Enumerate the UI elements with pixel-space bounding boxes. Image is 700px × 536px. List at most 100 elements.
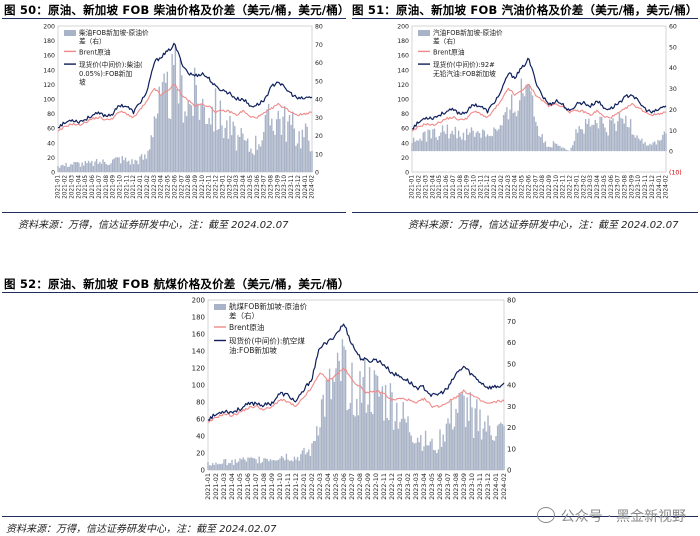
spread-bar — [495, 436, 497, 470]
spread-bar — [607, 135, 609, 152]
y-right-tick-label: 60 — [669, 24, 677, 31]
spread-bar — [415, 442, 417, 470]
spread-bar — [551, 147, 553, 152]
spread-bar — [229, 116, 231, 172]
spread-bar — [491, 136, 494, 152]
spread-bar — [503, 425, 505, 470]
spread-bar — [633, 134, 635, 152]
spread-bar — [440, 446, 443, 470]
spread-bar — [287, 121, 289, 172]
y-right-tick-label: 50 — [507, 360, 516, 368]
spread-bar — [341, 339, 344, 470]
spread-bar — [438, 135, 441, 152]
spread-bar — [530, 91, 532, 152]
legend-label: 坡 — [79, 78, 86, 87]
spread-bar — [244, 459, 246, 470]
spread-bar — [594, 119, 596, 152]
spread-bar — [293, 128, 296, 172]
x-tick-label: 2023-11 — [476, 473, 484, 500]
spread-bar — [362, 376, 364, 470]
spread-bar — [212, 463, 214, 470]
spread-bar — [498, 423, 500, 470]
x-tick-label: 2021-09 — [465, 175, 471, 199]
x-tick-label: 2021-12 — [292, 473, 300, 500]
x-tick-label: 2023-08 — [623, 175, 629, 199]
spread-bar — [392, 429, 395, 470]
spread-bar — [448, 138, 450, 152]
spread-bar — [100, 163, 103, 172]
x-tick-label: 2023-03 — [234, 175, 240, 199]
spread-bar — [535, 121, 537, 152]
spread-bar — [280, 134, 283, 172]
spread-bar — [408, 432, 411, 470]
spread-bar — [200, 104, 202, 172]
y-left-tick-label: 0 — [51, 170, 55, 177]
legend: 航煤FOB新加坡-原油价差（右）Brent原油现货价(中间价):航空煤油:FOB… — [214, 301, 308, 355]
spread-bar — [469, 392, 472, 470]
legend: 柴油FOB新加坡-原油价差（右）Brent原油现货价(中间价):柴油(0.05%… — [64, 28, 149, 87]
spread-bar — [453, 134, 455, 152]
spread-bar — [464, 427, 467, 470]
spread-bar — [650, 144, 653, 152]
spread-bar — [221, 463, 224, 470]
spread-bar — [523, 96, 526, 152]
spread-bar — [422, 132, 424, 152]
x-tick-label: 2023-04 — [241, 175, 247, 199]
spread-bar — [240, 128, 242, 172]
spread-bar — [461, 139, 463, 152]
spread-bar — [113, 158, 115, 172]
spread-bar — [531, 95, 534, 152]
x-tick-label: 2023-10 — [282, 175, 288, 199]
x-tick-label: 2024-01 — [303, 175, 309, 199]
series-line — [207, 367, 505, 423]
spread-bar — [471, 407, 473, 470]
fig52-bottom-rule — [2, 516, 698, 517]
spread-bar — [253, 154, 255, 172]
spread-bar — [457, 130, 460, 152]
spread-bar — [547, 146, 550, 152]
spread-bar — [148, 149, 151, 172]
y-left-tick-label: 60 — [196, 416, 205, 424]
x-tick-label: 2022-09 — [547, 175, 553, 199]
x-tick-label: 2024-02 — [310, 175, 316, 199]
spread-bar — [259, 146, 262, 172]
spread-bar — [285, 453, 288, 470]
diesel-chart: 0 20 40 60 80 100 120 140 160 180 200 0 10 20 30 40 50 60… — [43, 24, 323, 199]
spread-bar — [533, 116, 535, 152]
x-tick-label: 2021-04 — [430, 175, 436, 199]
y-left-tick-label: 160 — [192, 331, 205, 339]
y-left-tick-label: 20 — [401, 155, 409, 162]
spread-bar — [155, 118, 157, 172]
x-tick-label: 2021-09 — [111, 175, 117, 199]
spread-bar — [476, 399, 478, 470]
spread-bar — [467, 134, 469, 152]
x-tick-label: 2021-10 — [276, 473, 284, 500]
y-left-tick-label: 0 — [405, 170, 409, 177]
spread-bar — [309, 151, 312, 172]
spread-bar — [208, 118, 210, 172]
spread-bar — [198, 119, 201, 172]
spread-bar — [480, 137, 482, 152]
spread-bar — [263, 131, 265, 172]
x-tick-label: 2021-12 — [131, 175, 137, 199]
y-left-tick-label: 80 — [196, 399, 205, 407]
spread-bar — [391, 392, 393, 470]
spread-bar — [139, 156, 141, 172]
spread-bar — [586, 123, 588, 152]
spread-bar — [309, 456, 312, 470]
x-tick-label: 2021-06 — [244, 473, 252, 500]
spread-bar — [461, 391, 464, 470]
legend-label: 航煤FOB新加坡-原油价 — [229, 301, 308, 311]
spread-bar — [433, 128, 436, 152]
spread-bar — [472, 130, 474, 152]
spread-bar — [335, 368, 337, 470]
spread-bar — [459, 136, 461, 152]
spread-bar — [237, 135, 239, 172]
x-tick-label: 2023-06 — [436, 473, 444, 500]
spread-bar — [271, 460, 273, 470]
spread-bar — [296, 143, 299, 172]
spread-bar — [192, 115, 194, 172]
spread-bar — [145, 158, 148, 172]
spread-bar — [442, 434, 444, 470]
spread-bar — [440, 132, 442, 152]
